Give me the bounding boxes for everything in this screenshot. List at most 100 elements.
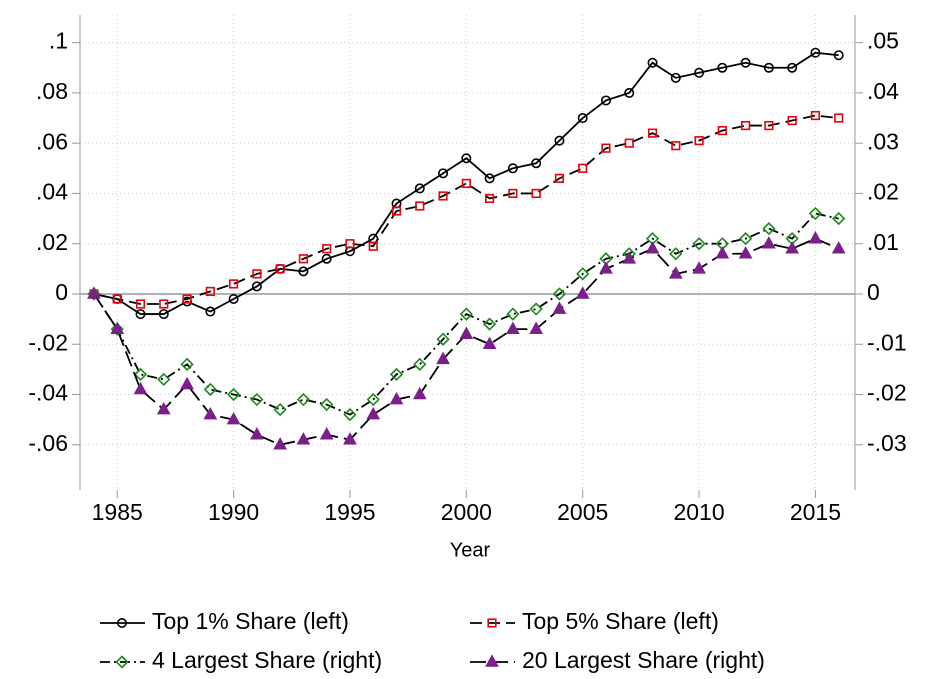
marker: [670, 72, 681, 83]
marker: [831, 241, 846, 254]
marker: [461, 178, 471, 188]
marker: [345, 239, 355, 249]
marker: [135, 309, 146, 320]
y-tick-label: .08: [36, 78, 68, 104]
marker: [717, 126, 727, 136]
y-tick-label: .04: [36, 179, 68, 205]
marker: [133, 367, 148, 382]
marker: [669, 247, 683, 261]
y2-tick-label: .02: [867, 179, 899, 205]
marker: [741, 120, 751, 131]
marker: [738, 246, 753, 259]
marker: [531, 158, 542, 169]
marker: [787, 115, 797, 126]
marker: [415, 201, 425, 211]
marker: [389, 367, 404, 382]
marker: [436, 332, 450, 346]
legend-label: Top 1% Share (left): [152, 608, 349, 634]
x-tick-label: 1985: [92, 499, 143, 525]
marker: [808, 206, 823, 221]
marker: [529, 302, 543, 316]
marker: [715, 246, 730, 259]
marker: [205, 286, 215, 297]
x-tick-label: 2005: [557, 499, 608, 525]
marker: [833, 50, 844, 61]
marker: [482, 336, 497, 350]
marker: [159, 299, 169, 309]
marker: [762, 221, 776, 236]
marker: [484, 173, 495, 184]
marker: [438, 168, 449, 179]
marker: [366, 392, 380, 407]
marker: [343, 432, 357, 445]
marker: [692, 261, 706, 274]
marker: [180, 376, 194, 390]
marker: [203, 382, 217, 397]
marker: [482, 317, 497, 331]
marker: [506, 307, 520, 321]
marker: [459, 326, 474, 339]
marker: [298, 254, 309, 264]
marker: [694, 67, 705, 78]
series-line: [93, 212, 839, 416]
marker: [763, 62, 774, 73]
marker: [110, 321, 125, 334]
marker: [389, 391, 404, 405]
legend-marker: [117, 617, 128, 628]
marker: [296, 432, 311, 445]
marker: [296, 392, 311, 407]
marker: [645, 241, 660, 254]
x-tick-label: 2000: [441, 499, 492, 525]
marker: [762, 236, 776, 249]
marker: [273, 402, 287, 417]
marker: [738, 232, 753, 246]
y-tick-label: .06: [36, 128, 68, 154]
y2-tick-label: .04: [867, 78, 899, 104]
marker: [275, 264, 285, 274]
marker: [319, 427, 334, 440]
marker: [298, 266, 309, 277]
marker: [112, 294, 122, 304]
marker: [622, 251, 637, 264]
marker: [671, 141, 681, 151]
y2-tick-label: .01: [867, 229, 899, 255]
x-tick-label: 1990: [208, 499, 259, 525]
marker: [575, 286, 590, 299]
marker: [507, 163, 518, 174]
marker: [436, 351, 450, 365]
marker: [252, 269, 262, 279]
series-line: [93, 51, 839, 315]
marker: [228, 293, 239, 304]
y-tick-label: .1: [49, 28, 68, 54]
marker: [391, 206, 402, 216]
marker: [552, 287, 567, 301]
marker: [87, 286, 101, 299]
y-tick-label: -.06: [28, 430, 68, 456]
marker: [229, 279, 239, 289]
marker: [576, 267, 590, 281]
marker: [414, 183, 425, 194]
legend-marker: [487, 618, 497, 628]
series-line: [93, 114, 839, 305]
marker: [413, 357, 427, 371]
marker: [438, 191, 448, 201]
x-tick-label: 2010: [673, 499, 724, 525]
marker: [785, 241, 800, 254]
marker: [624, 138, 634, 148]
marker: [577, 113, 588, 124]
marker: [834, 113, 844, 123]
marker: [182, 294, 192, 304]
marker: [694, 136, 704, 146]
marker: [531, 188, 541, 199]
marker: [320, 397, 334, 412]
legend-label: 20 Largest Share (right): [522, 647, 765, 673]
y2-tick-label: .03: [867, 128, 899, 154]
marker: [322, 244, 332, 254]
marker: [321, 253, 332, 264]
marker: [601, 143, 611, 153]
x-tick-label: 2015: [790, 499, 841, 525]
marker: [508, 188, 518, 199]
marker: [368, 241, 378, 251]
marker: [554, 173, 565, 183]
marker: [366, 406, 381, 420]
